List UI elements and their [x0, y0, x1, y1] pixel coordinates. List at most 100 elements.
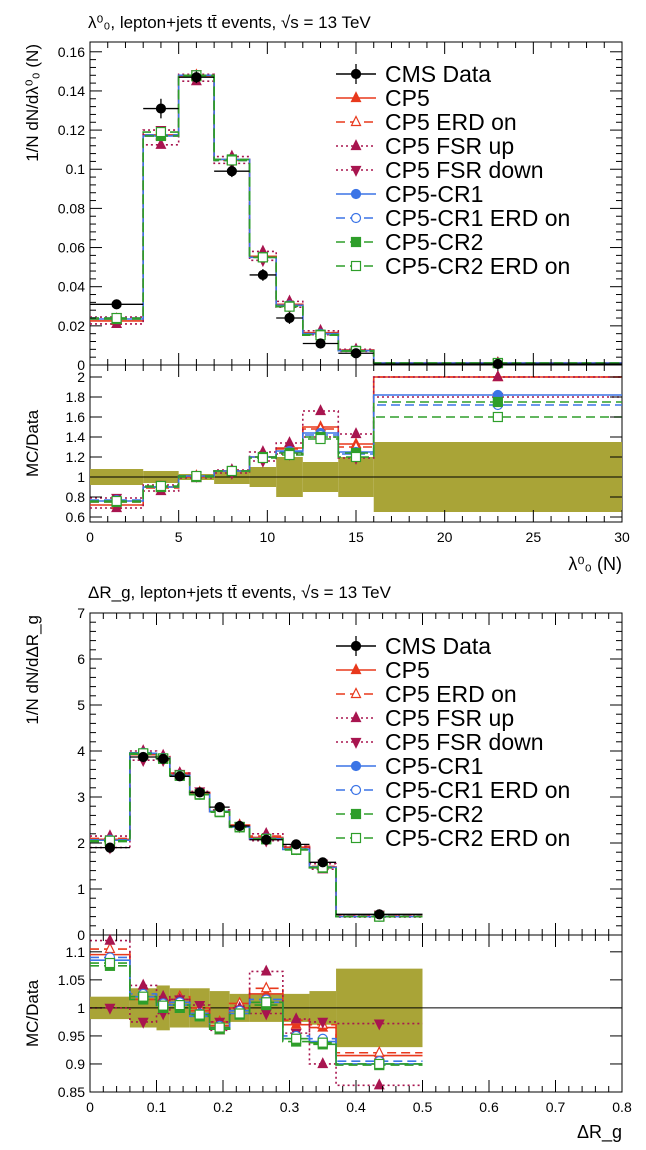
x-tick-label: 15: [348, 529, 364, 545]
legend-marker: [350, 760, 362, 772]
data-point: [174, 771, 185, 782]
ratio-tick-label: 1.6: [66, 409, 86, 425]
series-ratio-point: [315, 433, 326, 445]
y-tick-label: 1: [77, 881, 85, 897]
series-ratio-point: [492, 396, 503, 408]
legend-entry: CP5-CR2: [385, 229, 483, 255]
y-tick-label: 0.06: [58, 240, 85, 256]
data-point: [261, 834, 272, 845]
data-point: [315, 338, 326, 349]
ratio-tick-label: 0.9: [66, 1056, 86, 1072]
legend-marker: [350, 687, 362, 699]
series-ratio-point: [158, 1000, 169, 1011]
y-tick-label: 0.16: [58, 44, 85, 60]
legend-marker: [350, 260, 362, 272]
x-tick-label: 0.1: [147, 1099, 167, 1115]
y-tick-label: 0.04: [58, 279, 85, 295]
x-tick-label: 0.6: [479, 1099, 499, 1115]
legend-marker: [350, 832, 362, 844]
legend-marker: [350, 188, 362, 200]
series-ratio-point: [373, 1078, 385, 1090]
series-ratio-step: [90, 396, 622, 499]
series-ratio-point: [137, 978, 149, 990]
data-point: [191, 72, 202, 83]
x-axis-label: ΔR_g: [577, 1122, 622, 1143]
legend-marker: [350, 139, 362, 151]
ratio-tick-label: 1.1: [66, 944, 86, 960]
legend-entry: CP5: [385, 657, 430, 683]
legend-entry: CP5 FSR up: [385, 133, 514, 159]
series-point: [155, 137, 167, 149]
data-point: [284, 312, 295, 324]
series-ratio-point: [104, 942, 116, 954]
legend-entry: CMS Data: [385, 61, 491, 87]
series-ratio-point: [291, 1033, 302, 1044]
x-tick-label: 5: [175, 529, 183, 545]
ratio-tick-label: 1.2: [66, 449, 86, 465]
series-ratio-point: [138, 991, 149, 1002]
legend-marker: [350, 91, 362, 103]
series-ratio-step: [90, 939, 423, 1087]
series-step: [90, 752, 423, 917]
ratio-tick-label: 0.6: [66, 509, 86, 525]
series-ratio-point: [373, 1019, 385, 1031]
series-ratio-point: [104, 933, 116, 945]
data-point: [214, 802, 225, 813]
series-cms-data: [90, 751, 423, 920]
ratio-tick-label: 1.05: [58, 972, 85, 988]
legend-entry: CP5 ERD on: [385, 109, 517, 135]
series-ratio-point: [317, 1017, 329, 1029]
series-ratio-point: [191, 470, 202, 482]
series-ratio-point: [234, 1008, 245, 1019]
series-ratio-point: [350, 451, 362, 463]
ratio-tick-label: 0.95: [58, 1028, 85, 1044]
y-tick-label: 0: [77, 927, 85, 943]
data-point: [158, 753, 169, 764]
legend-entry: CP5 FSR down: [385, 729, 544, 755]
legend-marker: [350, 115, 362, 127]
series-ratio-point: [104, 1003, 116, 1015]
y-tick-label: 0.1: [66, 161, 86, 177]
legend-marker: [350, 212, 362, 224]
legend-marker: [350, 737, 362, 749]
y-axis-label: 1/N dN/dλ⁰₀ (N): [23, 44, 42, 162]
legend-entry: CP5 ERD on: [385, 681, 517, 707]
series-ratio-point: [315, 404, 327, 416]
series-step: [90, 750, 423, 918]
chart-2: ΔR_g, lepton+jets tt̄ events, √s = 13 Te…: [23, 583, 632, 1143]
series-step: [90, 74, 622, 364]
x-tick-label: 0: [86, 1099, 94, 1115]
series-ratio-point: [492, 370, 504, 382]
chart-1: λ⁰₀, lepton+jets tt̄ events, √s = 13 TeV…: [23, 13, 630, 574]
series-point: [284, 301, 295, 312]
ratio-axis-label: MC/Data: [23, 979, 42, 1047]
legend-entry: CP5: [385, 85, 430, 111]
legend-entry: CP5-CR2 ERD on: [385, 253, 570, 279]
data-point: [291, 839, 302, 850]
legend-marker: [350, 236, 362, 248]
series-step: [90, 752, 423, 918]
legend-entry: CP5 FSR down: [385, 157, 544, 183]
data-point: [138, 751, 149, 763]
axes: 0 0.02 0.04 0.06 0.08 0.1 0.12 0.14 0.16 0.6 0.8 1 1…: [58, 42, 630, 545]
legend-entry: CP5-CR1 ERD on: [385, 777, 570, 803]
main-frame: [89, 41, 623, 366]
ratio-tick-label: 2: [77, 369, 85, 385]
y-tick-label: 0: [77, 357, 85, 373]
series-ratio-point: [492, 411, 503, 423]
series-point: [226, 155, 237, 166]
ratio-tick-label: 1: [77, 1000, 85, 1016]
series-ratio-point: [350, 427, 362, 439]
y-tick-label: 3: [77, 789, 85, 805]
x-axis-label: λ⁰₀ (N): [568, 554, 622, 574]
data-point: [194, 787, 205, 798]
series-step: [90, 753, 423, 917]
series-ratio-point: [174, 999, 185, 1011]
y-tick-label: 0.02: [58, 318, 85, 334]
series-step: [90, 752, 423, 917]
x-tick-label: 25: [526, 529, 542, 545]
x-tick-label: 0.3: [280, 1099, 300, 1115]
chart-title: λ⁰₀, lepton+jets tt̄ events, √s = 13 TeV: [88, 13, 371, 32]
series-ratio-point: [194, 1009, 205, 1020]
